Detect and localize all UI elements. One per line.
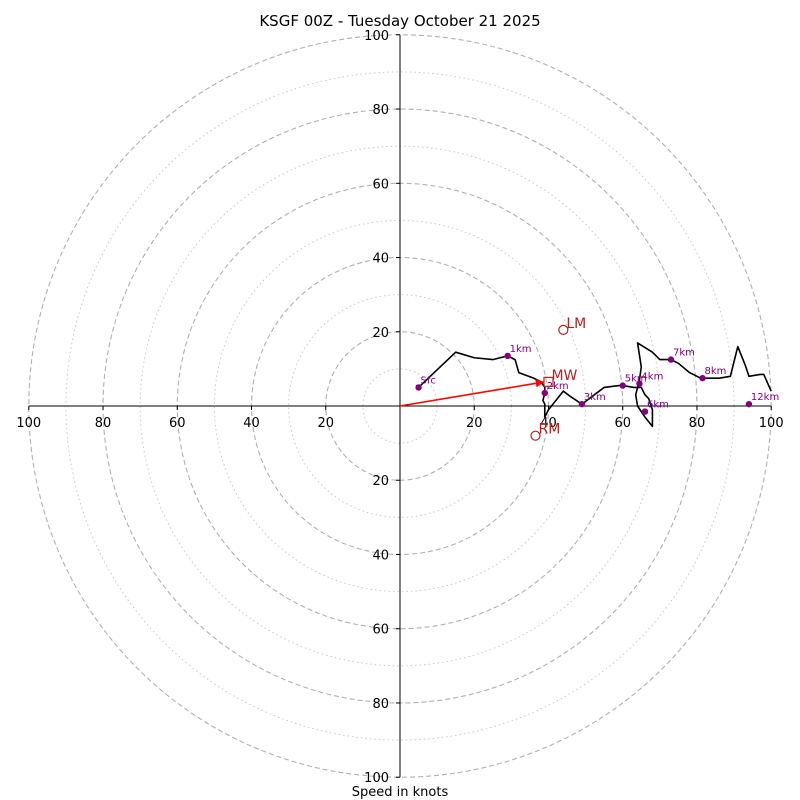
height-marker-label: 5km [625, 374, 647, 385]
height-marker-label: 2km [547, 381, 569, 392]
x-axis-label: Speed in knots [352, 785, 449, 800]
storm-motion-marker [530, 430, 541, 441]
y-tick-label: 100 [364, 771, 389, 786]
height-marker-label: 1km [510, 344, 532, 355]
x-tick-label: 100 [16, 416, 41, 431]
x-tick-label: 100 [759, 416, 784, 431]
storm-motion-label: RM [538, 422, 560, 438]
x-axis-ticks: 100 80 60 40 20 20 40 60 80 100 [16, 406, 784, 431]
height-marker-label: 6km [647, 400, 669, 411]
height-marker-dot [619, 382, 626, 389]
storm-motion-markers: LM MW RM [530, 316, 586, 441]
height-marker-dot [667, 356, 675, 363]
height-marker-label: 7km [673, 348, 695, 359]
storm-motion-label: LM [566, 316, 586, 332]
y-tick-label: 20 [372, 326, 389, 341]
storm-motion-marker [543, 376, 554, 387]
height-marker-dot [578, 400, 586, 408]
height-marker-dot [745, 400, 753, 408]
y-tick-label: 60 [372, 623, 389, 638]
height-marker-dot [641, 408, 649, 415]
x-tick-label: 80 [689, 416, 706, 431]
hodograph-trace [418, 342, 772, 428]
x-tick-label: 20 [466, 416, 483, 431]
shear-vector-line [399, 382, 537, 407]
x-tick-label: 80 [95, 416, 112, 431]
x-tick-label: 20 [317, 416, 334, 431]
y-tick-label: 20 [372, 474, 389, 489]
y-tick-label: 60 [372, 177, 389, 192]
shear-vector-arrowhead [535, 379, 545, 388]
y-axis-ticks: 100 80 60 40 20 20 40 60 80 100 [364, 29, 400, 786]
storm-motion-marker [558, 324, 569, 336]
height-marker-label: 3km [584, 392, 606, 403]
height-marker-dot [636, 380, 643, 387]
height-marker-label: 12km [751, 392, 779, 403]
x-tick-label: 40 [243, 416, 260, 431]
x-tick-label: 60 [169, 416, 186, 431]
y-tick-label: 80 [372, 697, 389, 712]
height-marker-dot [504, 352, 511, 360]
height-marker-dot [699, 374, 706, 382]
height-marker-label: Sfc [421, 375, 436, 386]
y-tick-label: 80 [372, 103, 389, 118]
x-tick-label: 40 [540, 416, 557, 431]
height-marker-label: 4km [641, 372, 663, 383]
chart-title: KSGF 00Z - Tuesday October 21 2025 [259, 12, 540, 30]
y-tick-label: 40 [372, 548, 389, 563]
height-marker-dot [541, 389, 548, 397]
height-marker-label: 8km [705, 366, 727, 377]
height-marker-dot [415, 384, 422, 391]
x-tick-label: 60 [614, 416, 631, 431]
y-tick-label: 40 [372, 252, 389, 267]
y-tick-label: 100 [364, 29, 389, 44]
storm-motion-label: MW [551, 368, 577, 384]
